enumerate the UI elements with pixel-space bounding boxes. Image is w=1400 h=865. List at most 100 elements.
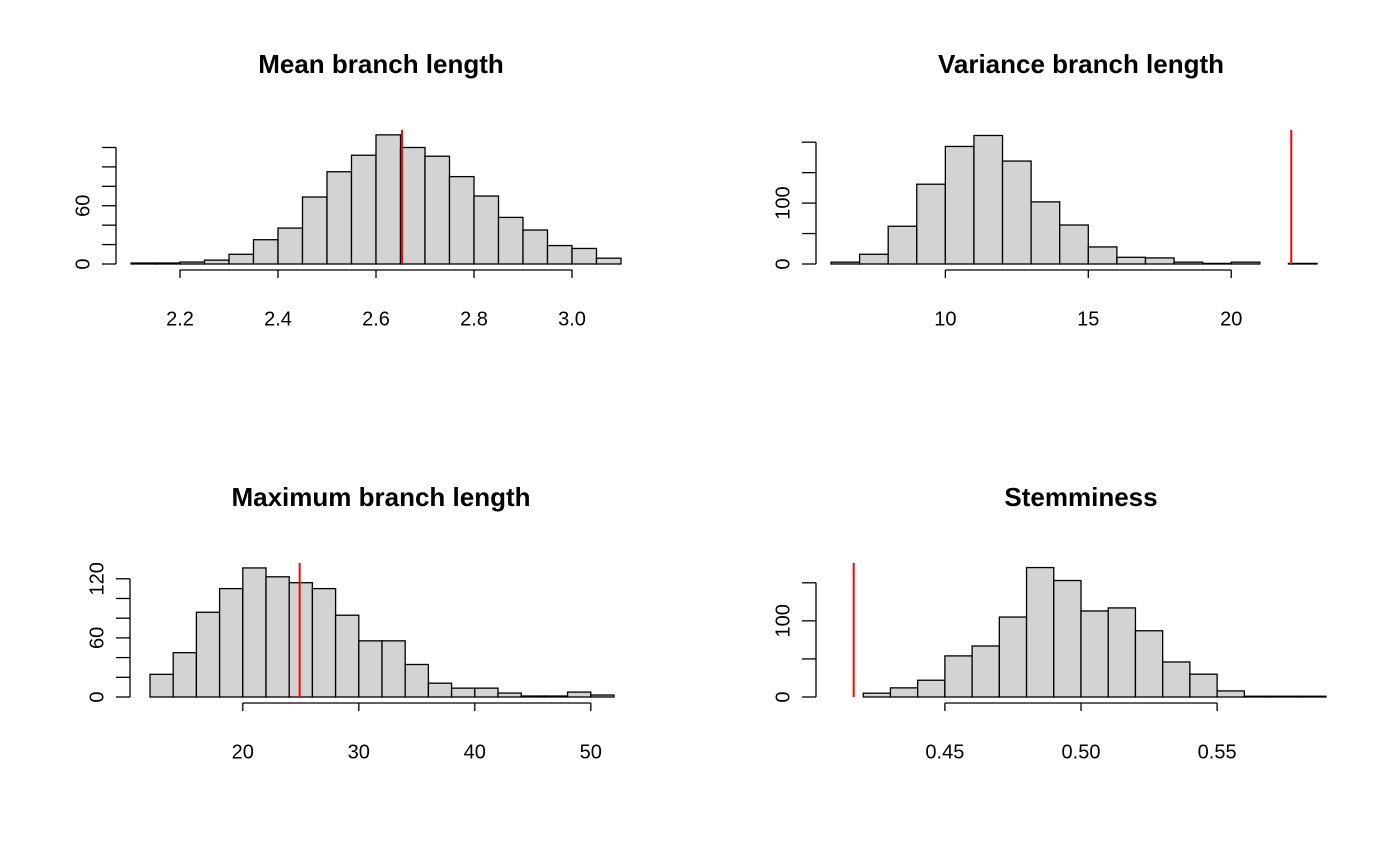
bar: [520, 695, 546, 698]
y-tick-label: 100: [772, 186, 794, 219]
x-tick-label: 2.4: [264, 308, 292, 330]
bar: [252, 239, 279, 265]
bar: [427, 682, 453, 698]
bar: [277, 227, 304, 265]
y-tick-label: 120: [86, 562, 108, 595]
bar: [1116, 256, 1147, 265]
bar: [862, 692, 892, 698]
y-tick-label: 100: [772, 604, 794, 637]
x-tick-label: 2.8: [460, 308, 488, 330]
chart-title: Maximum branch length: [231, 482, 530, 512]
bar: [301, 196, 328, 265]
y-tick-label: 60: [86, 627, 108, 649]
bar: [546, 244, 573, 265]
bar: [543, 695, 569, 698]
bar: [1025, 566, 1055, 698]
bar: [1287, 262, 1318, 265]
bar: [404, 663, 430, 698]
x-tick-label: 0.55: [1198, 741, 1237, 763]
bar: [1173, 261, 1204, 265]
bar: [195, 611, 221, 698]
bar: [1059, 224, 1089, 265]
x-tick-label: 20: [1220, 308, 1242, 330]
bar: [1053, 579, 1082, 698]
y-tick-label: 0: [772, 691, 794, 702]
x-tick-label: 3.0: [558, 308, 586, 330]
bar: [179, 261, 206, 265]
bar: [203, 259, 230, 265]
bar: [1162, 661, 1191, 698]
bar: [399, 146, 426, 265]
bar: [1298, 695, 1327, 698]
bar: [154, 262, 181, 265]
bar: [1080, 610, 1109, 698]
bar: [326, 171, 353, 265]
bar: [450, 687, 476, 698]
bar: [916, 183, 947, 265]
bar: [474, 687, 499, 698]
x-tick-label: 10: [934, 308, 956, 330]
bar: [1189, 673, 1218, 698]
bar: [288, 582, 314, 698]
bar: [590, 694, 615, 698]
bar: [944, 145, 975, 265]
bar: [473, 195, 500, 265]
bar: [1030, 201, 1061, 265]
x-tick-label: 0.50: [1062, 741, 1101, 763]
bar: [571, 247, 598, 265]
x-tick-label: 40: [464, 741, 486, 763]
bar: [1001, 160, 1032, 265]
x-tick-label: 2.2: [166, 308, 194, 330]
bar: [242, 567, 267, 698]
bar: [522, 229, 549, 265]
bar: [334, 614, 360, 698]
chart-title: Variance branch length: [938, 49, 1224, 79]
bar: [149, 673, 174, 698]
bar: [1144, 257, 1175, 265]
bar: [218, 587, 244, 698]
x-tick-label: 20: [232, 741, 254, 763]
bar: [889, 687, 919, 698]
bar: [424, 155, 451, 265]
bar: [998, 616, 1028, 698]
bar: [497, 692, 522, 698]
y-tick-label: 60: [72, 195, 94, 217]
bar: [130, 262, 157, 265]
bar: [887, 225, 918, 265]
bar: [350, 154, 377, 265]
bar: [566, 691, 592, 698]
x-tick-label: 15: [1077, 308, 1099, 330]
x-tick-label: 2.6: [362, 308, 390, 330]
bar: [1087, 246, 1118, 265]
bar: [944, 655, 973, 698]
bar: [595, 257, 622, 265]
bar: [973, 134, 1004, 265]
bar: [1107, 607, 1137, 698]
bar: [1230, 261, 1261, 265]
y-tick-label: 0: [72, 258, 94, 269]
bar: [381, 640, 406, 698]
bar: [172, 652, 198, 698]
bar: [1216, 690, 1245, 698]
x-tick-label: 30: [348, 741, 370, 763]
bar: [1243, 695, 1273, 698]
x-tick-label: 0.45: [925, 741, 964, 763]
chart-title: Stemminess: [1004, 482, 1157, 512]
bar: [971, 645, 1000, 698]
bar: [448, 175, 475, 265]
bar: [311, 587, 337, 698]
bar: [228, 253, 255, 265]
bar: [497, 216, 524, 265]
x-tick-label: 50: [580, 741, 602, 763]
bar: [358, 640, 383, 698]
bar: [830, 261, 861, 265]
bar: [375, 134, 402, 265]
bar: [917, 679, 946, 698]
bar: [1134, 630, 1164, 698]
y-tick-label: 0: [772, 258, 794, 269]
y-tick-label: 0: [86, 691, 108, 702]
bar: [265, 576, 290, 698]
bar: [858, 253, 889, 265]
bar: [1201, 262, 1232, 265]
